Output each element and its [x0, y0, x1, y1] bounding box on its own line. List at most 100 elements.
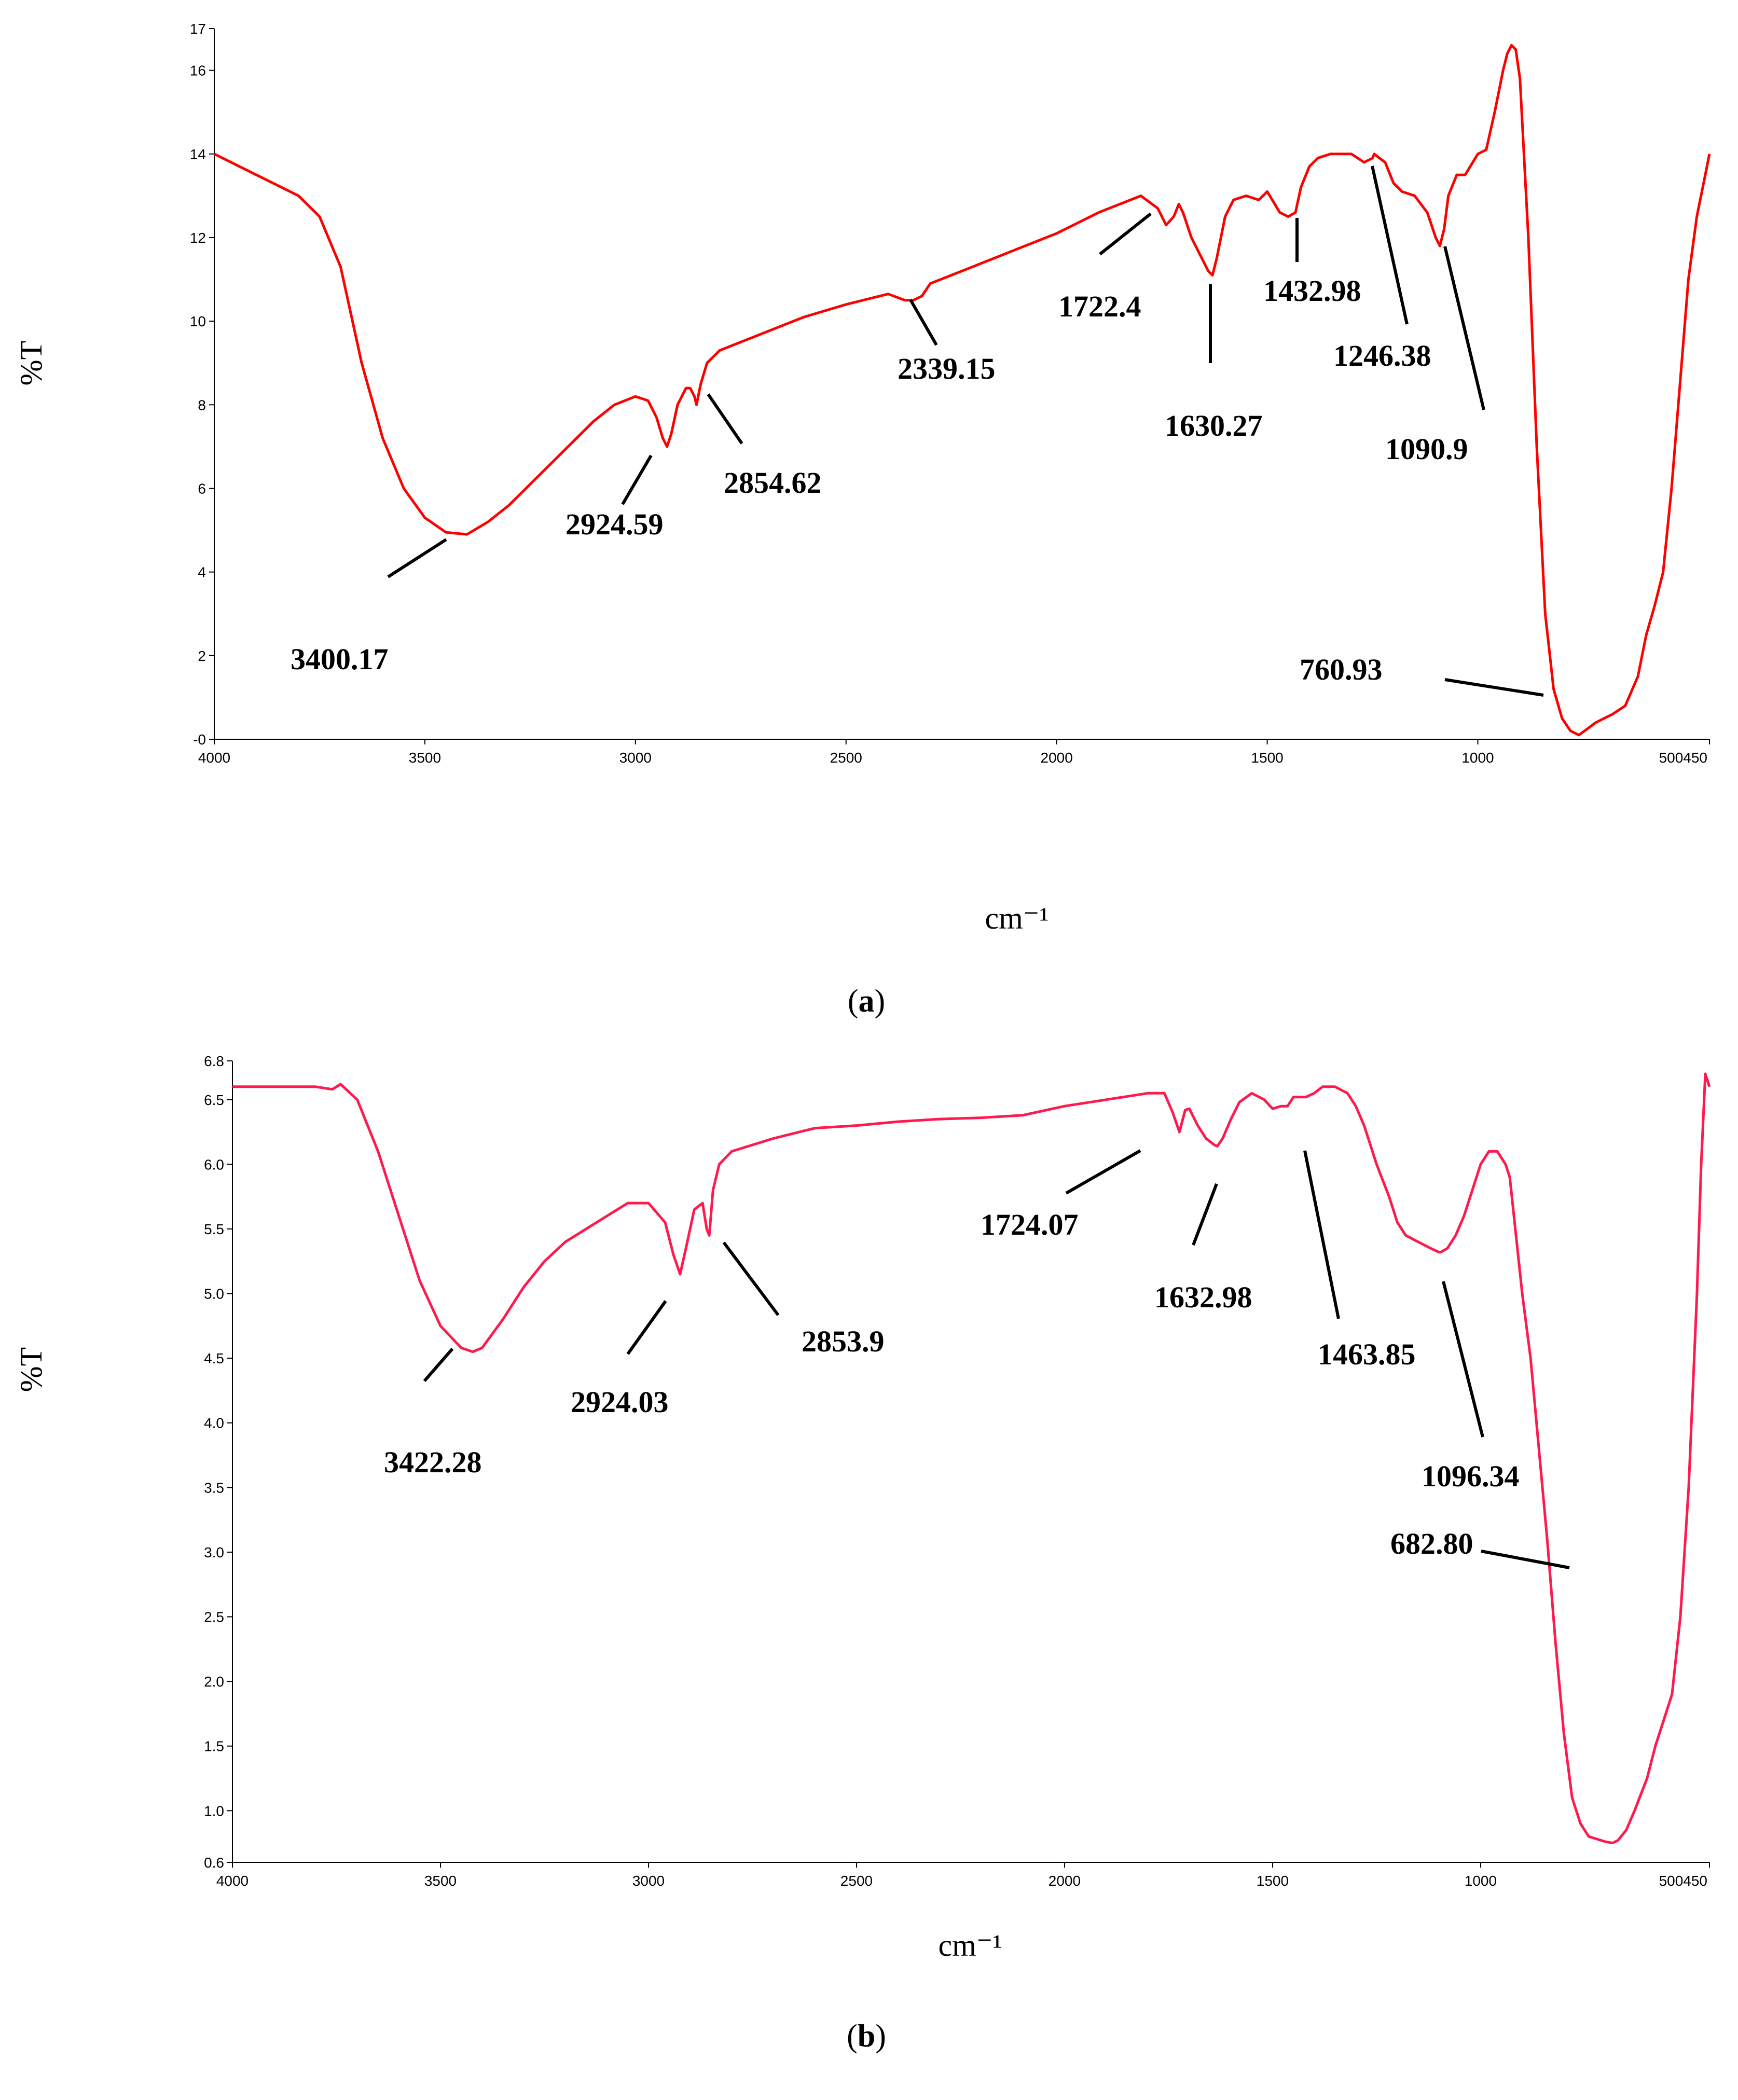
x-tick-label: 4000	[198, 750, 230, 766]
peak-label: 3400.17	[291, 642, 389, 676]
panel-a-y-axis-title: %T	[14, 341, 48, 386]
peak-label: 1632.98	[1154, 1280, 1252, 1314]
panel-a-axes	[214, 29, 1709, 740]
y-tick-label: 10	[190, 313, 206, 329]
peak-label: 2924.03	[571, 1385, 669, 1419]
panel-b-axes	[232, 1061, 1709, 1863]
panel-a-x-ticks: 4000 3500 3000 2500 2000 1500 1000 500450	[198, 739, 1710, 766]
x-tick-label: 3000	[632, 1873, 665, 1889]
panel-b-tag-letter: b	[858, 2019, 875, 2054]
y-tick-label: 17	[190, 21, 206, 37]
x-tick-label: 1500	[1257, 1873, 1289, 1889]
y-tick-label: 5.0	[204, 1286, 224, 1302]
panel-a-annotations: 3400.17 2924.59 2854.62 2339.15 1722.4 1630.2…	[291, 165, 1544, 697]
peak-leader-line	[1371, 165, 1409, 325]
y-tick-label: 6.8	[204, 1053, 224, 1069]
peak-label: 682.80	[1390, 1527, 1473, 1560]
peak-label: 760.93	[1300, 653, 1383, 686]
peak-leader-line	[1192, 1183, 1218, 1246]
peak-leader-line	[1099, 212, 1152, 256]
y-tick-label: 5.5	[204, 1221, 224, 1237]
peak-label: 1630.27	[1165, 409, 1263, 443]
panel-b-tag: (b)	[847, 2019, 886, 2054]
panel-a-y-ticks: -0 2 4 6 8 10 12 14 16 17	[190, 21, 214, 748]
peak-leader-line	[621, 454, 653, 505]
peak-leader-line	[1443, 246, 1485, 410]
panel-b-series	[232, 1072, 1711, 1845]
x-tick-label: 500450	[1659, 750, 1707, 766]
peak-leader-line	[707, 393, 743, 445]
x-tick-label: 2000	[1041, 750, 1073, 766]
peak-label: 1090.9	[1385, 432, 1468, 466]
y-tick-label: 2.5	[204, 1609, 224, 1625]
spectrum-line	[213, 44, 1711, 737]
spectrum-line	[232, 1072, 1711, 1845]
peak-leader-line	[1481, 1550, 1570, 1569]
panel-b-tag-close: )	[875, 2019, 886, 2054]
peak-label: 1724.07	[981, 1208, 1079, 1241]
peak-leader-line	[1442, 1281, 1484, 1438]
peak-label: 2924.59	[565, 507, 664, 541]
y-tick-label: 6	[198, 480, 206, 496]
panel-b-chart: 0.6 1.0 1.5 2.0 2.5 3.0 3.5 4.0 4.5 5.0 5.5 6.0 6.5 6…	[14, 1053, 1711, 2054]
y-tick-label: 1.5	[204, 1738, 224, 1754]
y-tick-label: 8	[198, 397, 206, 413]
x-tick-label: 3500	[424, 1873, 457, 1889]
x-tick-label: 2500	[830, 750, 862, 766]
panel-b-x-axis-title: cm⁻¹	[939, 1928, 1002, 1963]
x-tick-label: 1000	[1461, 750, 1494, 766]
y-tick-label: -0	[193, 731, 206, 748]
y-tick-label: 3.0	[204, 1544, 224, 1560]
peak-label: 1463.85	[1318, 1337, 1416, 1371]
x-tick-label: 2000	[1049, 1873, 1081, 1889]
panel-b-annotations: 3422.28 2924.03 2853.9 1724.07 1632.98 1463.8…	[384, 1149, 1570, 1569]
y-tick-label: 14	[190, 146, 206, 162]
panel-a-tag-close: )	[875, 984, 886, 1019]
peak-leader-line	[1065, 1149, 1141, 1195]
peak-leader-line	[909, 299, 938, 346]
x-tick-label: 4000	[216, 1873, 249, 1889]
panel-b-tag-open: (	[847, 2019, 858, 2054]
panel-a-tag-letter: a	[859, 984, 875, 1019]
y-tick-label: 4.0	[204, 1415, 224, 1431]
y-tick-label: 2	[198, 648, 206, 664]
panel-b-y-axis-title: %T	[14, 1347, 48, 1392]
peak-label: 1432.98	[1263, 274, 1361, 308]
panel-a-chart: -0 2 4 6 8 10 12 14 16 17 4000 3500 3000 2500 2000 150…	[14, 21, 1711, 1019]
x-tick-label: 3000	[619, 750, 652, 766]
x-tick-label: 1500	[1251, 750, 1283, 766]
panel-b-y-ticks: 0.6 1.0 1.5 2.0 2.5 3.0 3.5 4.0 4.5 5.0 5.5 6.0 6.5 6…	[204, 1053, 232, 1871]
peak-label: 2339.15	[898, 352, 996, 385]
y-tick-label: 4.5	[204, 1350, 224, 1366]
y-tick-label: 3.5	[204, 1480, 224, 1496]
peak-label: 1096.34	[1422, 1459, 1520, 1493]
peak-leader-line	[626, 1300, 667, 1355]
x-tick-label: 500450	[1659, 1873, 1707, 1889]
peak-label: 3422.28	[384, 1445, 482, 1479]
y-tick-label: 16	[190, 63, 206, 79]
peak-leader-line	[1303, 1150, 1340, 1319]
panel-a-tag-open: (	[848, 984, 859, 1019]
peak-leader-line	[722, 1241, 780, 1316]
y-tick-label: 0.6	[204, 1855, 224, 1871]
y-tick-label: 1.0	[204, 1803, 224, 1819]
panel-a-x-axis-title: cm⁻¹	[985, 901, 1049, 935]
peak-leader-line	[1444, 678, 1544, 697]
y-tick-label: 12	[190, 230, 206, 246]
peak-label: 2853.9	[802, 1324, 885, 1358]
y-tick-label: 2.0	[204, 1674, 224, 1690]
y-tick-label: 6.5	[204, 1092, 224, 1108]
peak-label: 1722.4	[1058, 289, 1141, 323]
panel-b-x-ticks: 4000 3500 3000 2500 2000 1500 1000 500450	[216, 1862, 1710, 1889]
x-tick-label: 3500	[409, 750, 441, 766]
y-tick-label: 4	[198, 564, 206, 581]
peak-label: 1246.38	[1333, 339, 1431, 372]
y-tick-label: 6.0	[204, 1156, 224, 1172]
x-tick-label: 1000	[1465, 1873, 1497, 1889]
peak-label: 2854.62	[724, 466, 822, 500]
panel-a-series	[213, 44, 1711, 737]
x-tick-label: 2500	[840, 1873, 873, 1889]
peak-leader-line	[423, 1348, 454, 1382]
panel-a-tag: (a)	[848, 984, 885, 1019]
